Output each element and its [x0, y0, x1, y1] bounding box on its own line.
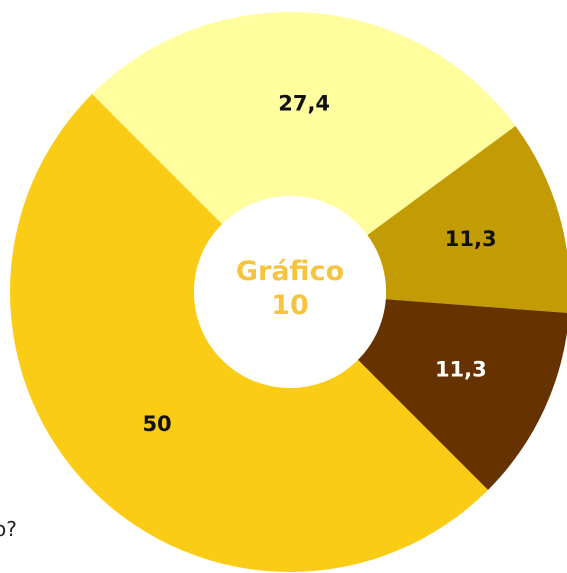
donut-slice: [10, 94, 488, 572]
donut-slice: [92, 12, 516, 236]
donut-hole: [194, 196, 386, 388]
data-label: 50: [142, 412, 171, 436]
data-label: 11,3: [435, 357, 487, 381]
data-label: 11,3: [445, 227, 497, 251]
donut-slice: [357, 299, 567, 490]
donut-slice: [367, 126, 567, 313]
chart-title: Gráfico 10: [235, 256, 345, 321]
annotation: o?: [0, 517, 17, 541]
data-label: 27,4: [278, 92, 330, 116]
